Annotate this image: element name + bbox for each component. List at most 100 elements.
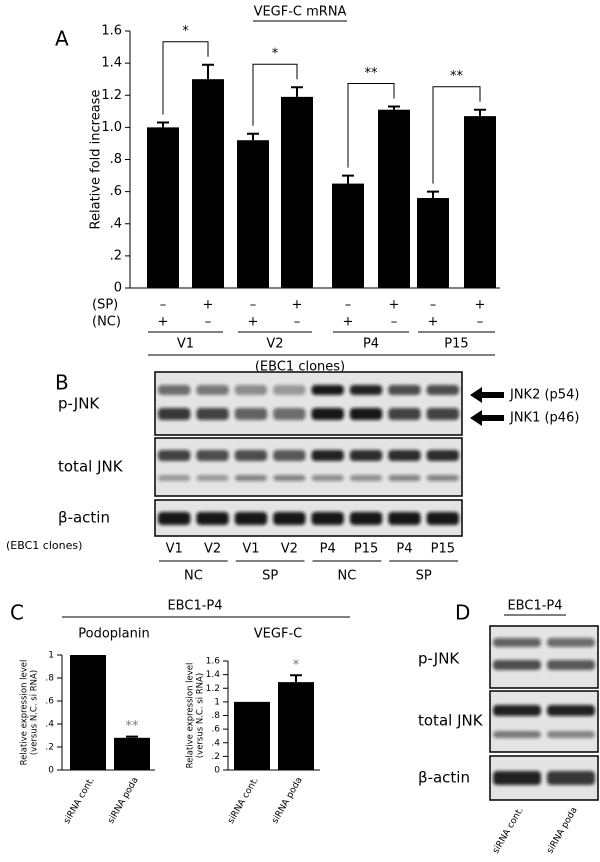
group-label: SP [416,569,432,584]
significance-label: * [293,658,300,673]
significance-bracket [347,82,395,168]
bar [464,116,496,288]
chart-title: Podoplanin [78,627,149,642]
treatment-sign: + [343,315,354,330]
blot-band [493,660,541,670]
blot-band [426,475,459,481]
error-bar [291,86,303,97]
y-tick-label: 1.4 [101,56,122,71]
blot-band [273,512,306,525]
blot-band [426,450,459,461]
blot-band [388,408,421,420]
panel-header: EBC1-P4 [507,599,562,614]
blot-band [196,385,229,395]
lane-label: P4 [320,542,336,557]
treatment-sign: – [430,298,437,313]
blot-row-label: β-actin [418,769,470,787]
y-axis-label: Relative expression level [20,660,30,766]
x-tick-label: siRNA poda [270,776,304,826]
panel-label: D [455,601,470,625]
treatment-sign: + [428,315,439,330]
y-tick-label: 1 [214,697,220,707]
group-label: NC [184,569,203,584]
blot-band [388,512,421,525]
treatment-sign: – [160,298,167,313]
group-label: P4 [363,337,379,352]
blot-band [426,512,459,525]
chart-title: VEGF-C mRNA [254,5,347,20]
significance-label: ** [365,66,379,81]
lane-caption: (EBC1 clones) [6,539,82,552]
significance-bracket [432,86,481,184]
arrow [470,410,504,426]
blot-band [234,512,268,525]
x-tick-label: siRNA cont. [226,776,261,826]
y-tick-label: 0 [214,766,220,776]
y-tick-label: 1.6 [206,657,221,667]
y-axis-label: Relative fold increase [89,90,104,230]
blot-band [426,385,459,395]
panel-label: B [55,371,69,395]
y-tick-label: .4 [45,720,54,730]
treatment-sign: + [203,298,214,313]
blot-row-label: p-JNK [418,650,460,668]
lane-label: V1 [166,542,183,557]
treatment-sign: – [391,315,398,330]
panel-label: C [10,601,24,625]
lane-label: V2 [204,542,221,557]
blot-band [493,771,541,785]
blot-panel [489,690,599,753]
blot-band [196,450,229,461]
blot-band [234,475,268,481]
y-axis-label: (versus N.C. si RNA) [196,673,206,758]
error-bar [427,190,439,199]
blot-panel [154,371,463,436]
error-bar [388,105,400,110]
treatment-sign: – [294,315,301,330]
blot-band [547,660,595,670]
blot-band [547,705,595,716]
significance-label: ** [126,719,140,734]
bar [237,140,269,288]
arrow-label: JNK1 (p46) [509,411,579,426]
blot-band [234,450,268,461]
blot-band [234,408,268,420]
y-tick-label: 1.6 [101,24,122,39]
y-tick-label: .6 [110,184,122,199]
blot-band [158,450,191,461]
blot-band [426,408,459,420]
row-label: (NC) [92,315,121,330]
blot-band [311,512,344,525]
error-bar [247,132,259,141]
error-bar [202,63,214,80]
blot-band [547,731,595,738]
bar [192,79,224,288]
group-label: V1 [177,337,194,352]
y-tick-label: .8 [211,711,220,721]
bar [332,183,364,288]
treatment-sign: + [292,298,303,313]
y-tick-label: 0 [114,281,122,296]
treatment-sign: – [205,315,212,330]
blot-band [234,385,268,395]
significance-label: * [272,47,279,62]
lane-label: V2 [281,542,298,557]
bar [278,682,314,770]
bar [147,127,179,288]
blot-band [349,385,383,395]
panel-label: A [55,27,69,51]
y-axis-label: Relative expression level [186,663,196,769]
blot-band [311,475,344,481]
y-tick-label: 1.4 [206,670,221,680]
y-tick-label: 0 [48,766,54,776]
row-label: (SP) [92,298,118,313]
bar [234,701,270,770]
bar [378,109,410,288]
blot-band [158,512,191,525]
blot-band [547,771,595,785]
error-bar [157,121,169,128]
blot-band [196,475,229,481]
blot-band [311,450,344,461]
blot-band [311,408,344,420]
treatment-sign: + [248,315,259,330]
